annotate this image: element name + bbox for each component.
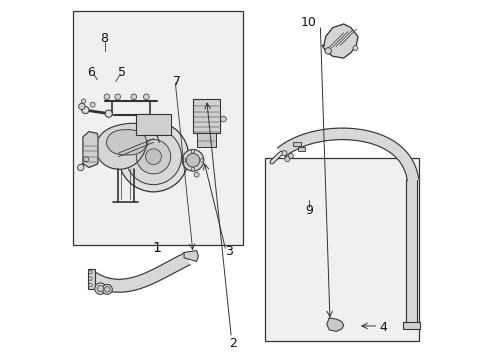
Polygon shape [83, 132, 98, 167]
Bar [294, 141, 301, 146]
Circle shape [82, 107, 89, 114]
Circle shape [89, 270, 92, 274]
Circle shape [146, 149, 161, 165]
Bar [265, 158, 419, 341]
Text: 6: 6 [88, 66, 96, 79]
Polygon shape [96, 123, 159, 169]
Polygon shape [406, 180, 417, 323]
Text: 2: 2 [230, 337, 238, 350]
Circle shape [200, 158, 204, 162]
Circle shape [125, 129, 181, 185]
Circle shape [186, 153, 200, 167]
Circle shape [325, 48, 331, 54]
Circle shape [95, 283, 106, 294]
Circle shape [353, 45, 358, 50]
Bar [196, 134, 216, 147]
Circle shape [285, 157, 290, 162]
Bar [193, 99, 220, 134]
Circle shape [89, 277, 92, 280]
Polygon shape [107, 130, 147, 155]
Circle shape [131, 94, 137, 100]
Circle shape [136, 139, 171, 174]
Polygon shape [184, 251, 198, 261]
Bar [403, 322, 420, 329]
Circle shape [282, 150, 287, 156]
Text: 9: 9 [305, 204, 313, 217]
Polygon shape [278, 128, 418, 180]
Text: 7: 7 [173, 75, 181, 88]
Circle shape [98, 285, 104, 292]
Polygon shape [322, 24, 358, 58]
Bar [88, 269, 95, 289]
Text: 8: 8 [100, 32, 108, 45]
Circle shape [289, 153, 294, 158]
Bar [298, 147, 304, 150]
Circle shape [84, 157, 89, 162]
Circle shape [104, 94, 110, 100]
Circle shape [144, 94, 149, 100]
Circle shape [89, 283, 92, 287]
Circle shape [78, 103, 85, 110]
Text: 4: 4 [379, 320, 388, 333]
Bar [136, 114, 172, 135]
Polygon shape [89, 253, 190, 292]
Circle shape [102, 284, 112, 294]
Circle shape [105, 110, 112, 117]
Circle shape [191, 167, 195, 171]
Circle shape [104, 287, 110, 292]
Text: 3: 3 [225, 245, 233, 258]
Circle shape [191, 149, 195, 153]
Circle shape [115, 94, 121, 100]
Text: 1: 1 [153, 241, 162, 255]
Circle shape [81, 99, 86, 103]
Circle shape [182, 158, 186, 162]
Circle shape [220, 116, 226, 122]
Circle shape [90, 102, 95, 107]
Text: 5: 5 [119, 66, 126, 79]
Circle shape [182, 149, 204, 171]
Text: 10: 10 [301, 17, 317, 30]
Circle shape [194, 172, 199, 177]
Polygon shape [327, 318, 343, 331]
Bar [73, 12, 243, 244]
Circle shape [77, 164, 84, 171]
Circle shape [119, 122, 189, 192]
